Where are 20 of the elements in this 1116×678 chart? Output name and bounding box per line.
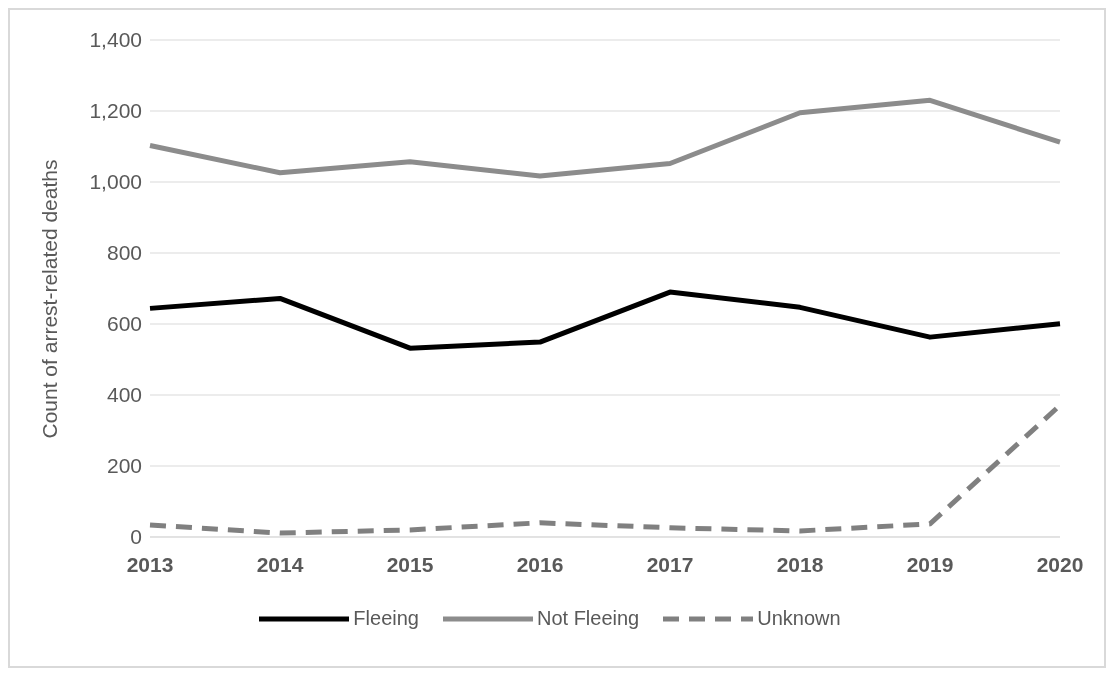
- y-tick-label: 1,400: [89, 28, 142, 52]
- x-tick-label: 2017: [646, 552, 694, 576]
- y-tick-label: 600: [106, 312, 142, 336]
- x-tick-label: 2013: [126, 552, 174, 576]
- y-tick-label: 1,200: [89, 99, 142, 123]
- x-tick-label: 2018: [776, 552, 824, 576]
- y-tick-label: 800: [106, 241, 142, 265]
- y-tick-label: 400: [106, 383, 142, 407]
- legend-label: Not Fleeing: [535, 607, 640, 630]
- legend-label: Fleeing: [352, 607, 419, 630]
- y-tick-label: 200: [106, 454, 142, 478]
- x-tick-label: 2014: [256, 552, 304, 576]
- y-tick-label: 1,000: [89, 170, 142, 194]
- x-tick-label: 2016: [516, 552, 564, 576]
- y-axis-title: Count of arrest-related deaths: [38, 159, 62, 439]
- x-tick-label: 2019: [906, 552, 954, 576]
- x-tick-label: 2015: [386, 552, 434, 576]
- y-tick-label: 0: [130, 525, 142, 549]
- legend-label: Unknown: [756, 607, 841, 630]
- x-tick-label: 2020: [1036, 552, 1084, 576]
